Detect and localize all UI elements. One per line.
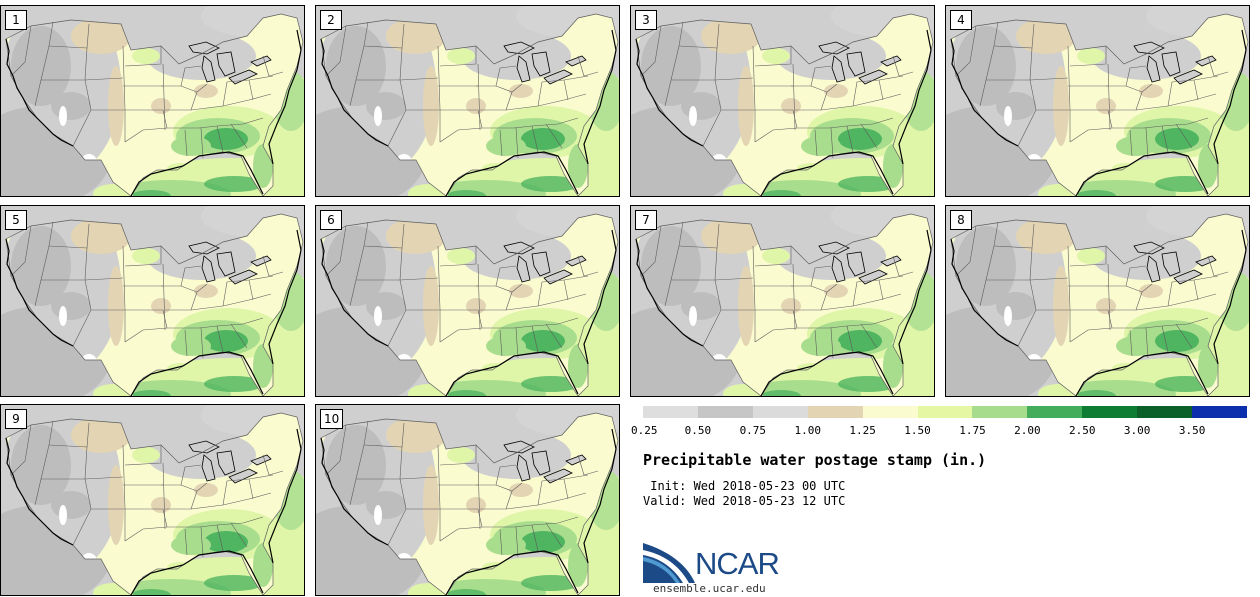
ensemble-member-panel: 5 <box>0 205 305 397</box>
map-svg <box>316 206 619 396</box>
colorbar-segment <box>643 406 698 418</box>
colorbar-tick-label: 0.50 <box>684 424 712 437</box>
ensemble-member-panel: 3 <box>630 5 935 197</box>
map-svg <box>1 206 304 396</box>
ensemble-member-panel: 10 <box>315 404 620 596</box>
colorbar-segment <box>1027 406 1083 418</box>
ncar-logo-swoosh <box>643 543 695 583</box>
map-svg <box>1 6 304 196</box>
ensemble-member-panel: 6 <box>315 205 620 397</box>
colorbar-tick-label: 1.50 <box>904 424 931 437</box>
member-label: 9 <box>5 409 27 429</box>
init-time: Init: Wed 2018-05-23 00 UTC <box>643 479 846 493</box>
colorbar-tick-label: 0.75 <box>739 424 767 437</box>
member-label: 7 <box>635 210 657 230</box>
colorbar-tick-label: 3.50 <box>1178 424 1206 437</box>
colorbar-segment <box>807 406 863 418</box>
colorbar-tick-label: 1.25 <box>849 424 876 437</box>
member-label: 5 <box>5 210 27 230</box>
colorbar-tick-label: 1.75 <box>959 424 986 437</box>
colorbar-tick-label: 1.00 <box>794 424 821 437</box>
colorbar-segment <box>862 406 918 418</box>
colorbar-segment <box>1137 406 1193 418</box>
map-svg <box>316 6 619 196</box>
colorbar-tick-label: 0.25 <box>631 424 658 437</box>
colorbar-segment <box>697 406 753 418</box>
ensemble-member-panel: 1 <box>0 5 305 197</box>
ncar-wordmark: NCAR <box>695 546 780 581</box>
map-svg <box>946 6 1249 196</box>
colorbar-tick-label: 3.00 <box>1123 424 1151 437</box>
colorbar-ticks: 0.25 0.50 0.75 1.00 1.25 1.50 1.75 2.00 2.50 3.00… <box>631 424 1247 438</box>
colorbar-segment <box>1192 406 1247 418</box>
colorbar-segment <box>752 406 808 418</box>
colorbar <box>643 406 1247 418</box>
member-label: 1 <box>5 10 27 30</box>
map-svg <box>631 206 934 396</box>
map-svg <box>1 405 304 595</box>
ensemble-member-panel: 7 <box>630 205 935 397</box>
member-label: 2 <box>320 10 342 30</box>
ensemble-member-panel: 2 <box>315 5 620 197</box>
member-label: 4 <box>950 10 972 30</box>
ensemble-member-panel: 4 <box>945 5 1250 197</box>
map-svg <box>946 206 1249 396</box>
colorbar-segment <box>917 406 973 418</box>
map-svg <box>631 6 934 196</box>
member-label: 8 <box>950 210 972 230</box>
member-label: 3 <box>635 10 657 30</box>
map-svg <box>316 405 619 595</box>
logo-url: ensemble.ucar.edu <box>653 582 766 595</box>
colorbar-tick-label: 2.50 <box>1069 424 1096 437</box>
ensemble-member-panel: 8 <box>945 205 1250 397</box>
member-label: 6 <box>320 210 342 230</box>
ensemble-member-panel: 9 <box>0 404 305 596</box>
valid-time: Valid: Wed 2018-05-23 12 UTC <box>643 494 846 508</box>
ncar-logo: NCAR <box>643 541 793 583</box>
colorbar-tick-label: 2.00 <box>1014 424 1041 437</box>
colorbar-segment <box>972 406 1028 418</box>
plot-title: Precipitable water postage stamp (in.) <box>643 451 987 469</box>
member-label: 10 <box>320 409 344 429</box>
colorbar-segment <box>1082 406 1138 418</box>
